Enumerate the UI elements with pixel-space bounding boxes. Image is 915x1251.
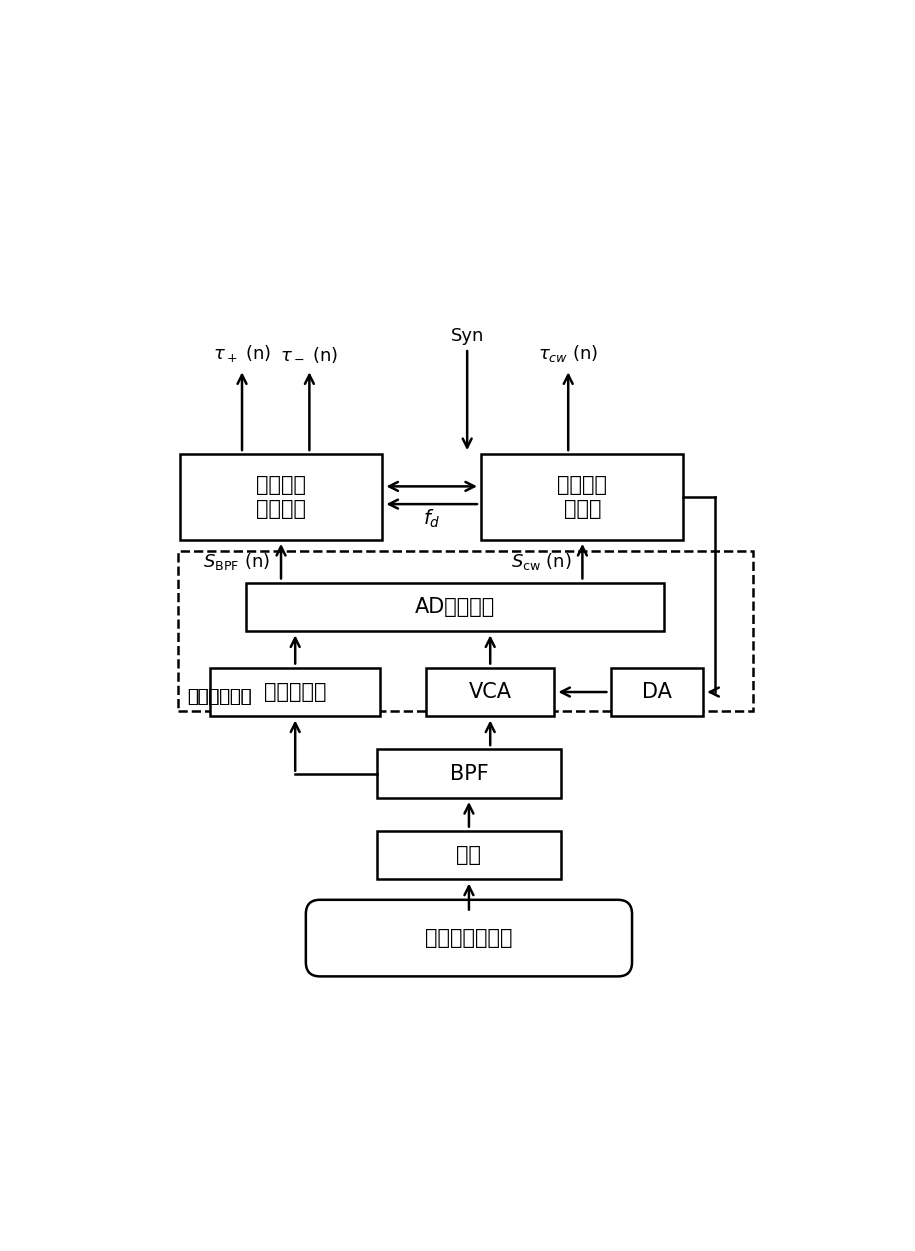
Text: $S_{\mathrm{cw}}$ (n): $S_{\mathrm{cw}}$ (n)	[511, 550, 572, 572]
Text: 前导信号
接收机: 前导信号 接收机	[557, 475, 608, 519]
Text: AD（双路）: AD（双路）	[414, 597, 495, 617]
FancyBboxPatch shape	[426, 668, 554, 716]
Text: Syn: Syn	[450, 327, 484, 344]
FancyBboxPatch shape	[210, 668, 381, 716]
Text: 调理采集电路: 调理采集电路	[187, 688, 252, 706]
Text: DA: DA	[642, 682, 672, 702]
FancyBboxPatch shape	[306, 899, 632, 976]
FancyBboxPatch shape	[481, 454, 684, 539]
FancyBboxPatch shape	[611, 668, 703, 716]
Text: $f_d$: $f_d$	[423, 508, 440, 530]
FancyBboxPatch shape	[377, 831, 561, 879]
FancyBboxPatch shape	[180, 454, 382, 539]
Text: 测深脉冲
对接收机: 测深脉冲 对接收机	[256, 475, 306, 519]
Text: $\tau_+$ (n): $\tau_+$ (n)	[213, 343, 271, 364]
Text: 窄带滤波器: 窄带滤波器	[264, 682, 327, 702]
Text: 前放: 前放	[457, 846, 481, 866]
Text: VCA: VCA	[468, 682, 511, 702]
Text: BPF: BPF	[449, 763, 489, 783]
Text: $\tau_-$ (n): $\tau_-$ (n)	[280, 345, 339, 364]
FancyBboxPatch shape	[377, 749, 561, 798]
Text: $\tau_{cw}$ (n): $\tau_{cw}$ (n)	[538, 343, 598, 364]
Text: $S_{\mathrm{BPF}}$ (n): $S_{\mathrm{BPF}}$ (n)	[203, 550, 271, 572]
Text: 宽带接收换能器: 宽带接收换能器	[425, 928, 512, 948]
Text: 调理采集电路: 调理采集电路	[187, 688, 252, 706]
FancyBboxPatch shape	[245, 583, 664, 631]
